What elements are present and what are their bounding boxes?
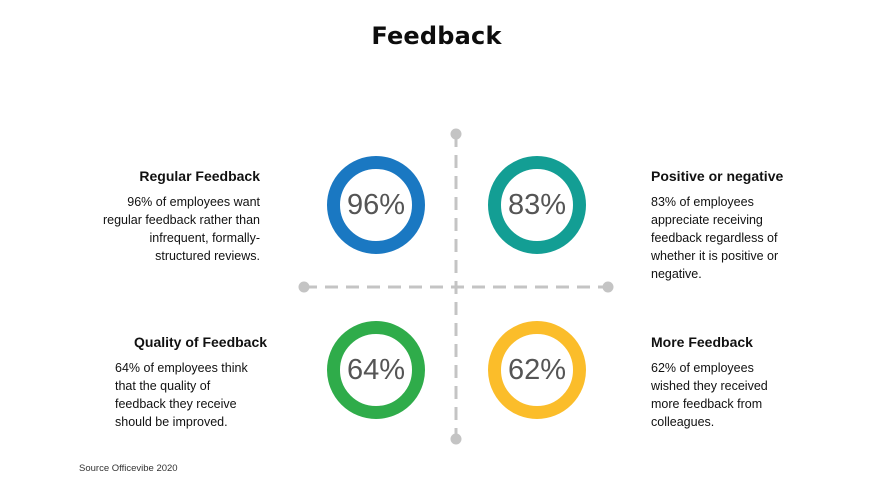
percent-positive-or-negative: 83% <box>507 188 567 221</box>
percent-quality-of-feedback: 64% <box>346 353 406 386</box>
axis-endpoint-bottom <box>450 433 462 445</box>
text-more-feedback: 62% of employees wished they received mo… <box>651 361 768 429</box>
ring-quality-of-feedback: 64% <box>327 321 425 419</box>
axis-endpoint-top <box>450 128 462 140</box>
heading-more-feedback: More Feedback <box>651 334 753 350</box>
percent-more-feedback: 62% <box>507 353 567 386</box>
text-positive-or-negative: 83% of employees appreciate receiving fe… <box>651 195 779 281</box>
source-caption: Source Officevibe 2020 <box>79 463 178 474</box>
block-more-feedback: More Feedback 62% of employees wished th… <box>651 334 811 431</box>
text-quality-of-feedback: 64% of employees think that the quality … <box>115 361 248 429</box>
block-quality-of-feedback: Quality of Feedback 64% of employees thi… <box>115 334 275 431</box>
text-regular-feedback: 96% of employees want regular feedback r… <box>102 195 260 263</box>
page-title: Feedback <box>371 22 502 50</box>
block-positive-or-negative: Positive or negative 83% of employees ap… <box>651 168 823 283</box>
percent-regular-feedback: 96% <box>346 188 406 221</box>
ring-positive-or-negative: 83% <box>488 156 586 254</box>
axis-endpoint-left <box>298 281 310 293</box>
heading-regular-feedback: Regular Feedback <box>139 168 260 184</box>
block-regular-feedback: Regular Feedback 96% of employees want r… <box>90 168 260 265</box>
heading-positive-or-negative: Positive or negative <box>651 168 784 184</box>
heading-quality-of-feedback: Quality of Feedback <box>134 334 268 350</box>
ring-more-feedback: 62% <box>488 321 586 419</box>
ring-regular-feedback: 96% <box>327 156 425 254</box>
axis-endpoint-right <box>602 281 614 293</box>
